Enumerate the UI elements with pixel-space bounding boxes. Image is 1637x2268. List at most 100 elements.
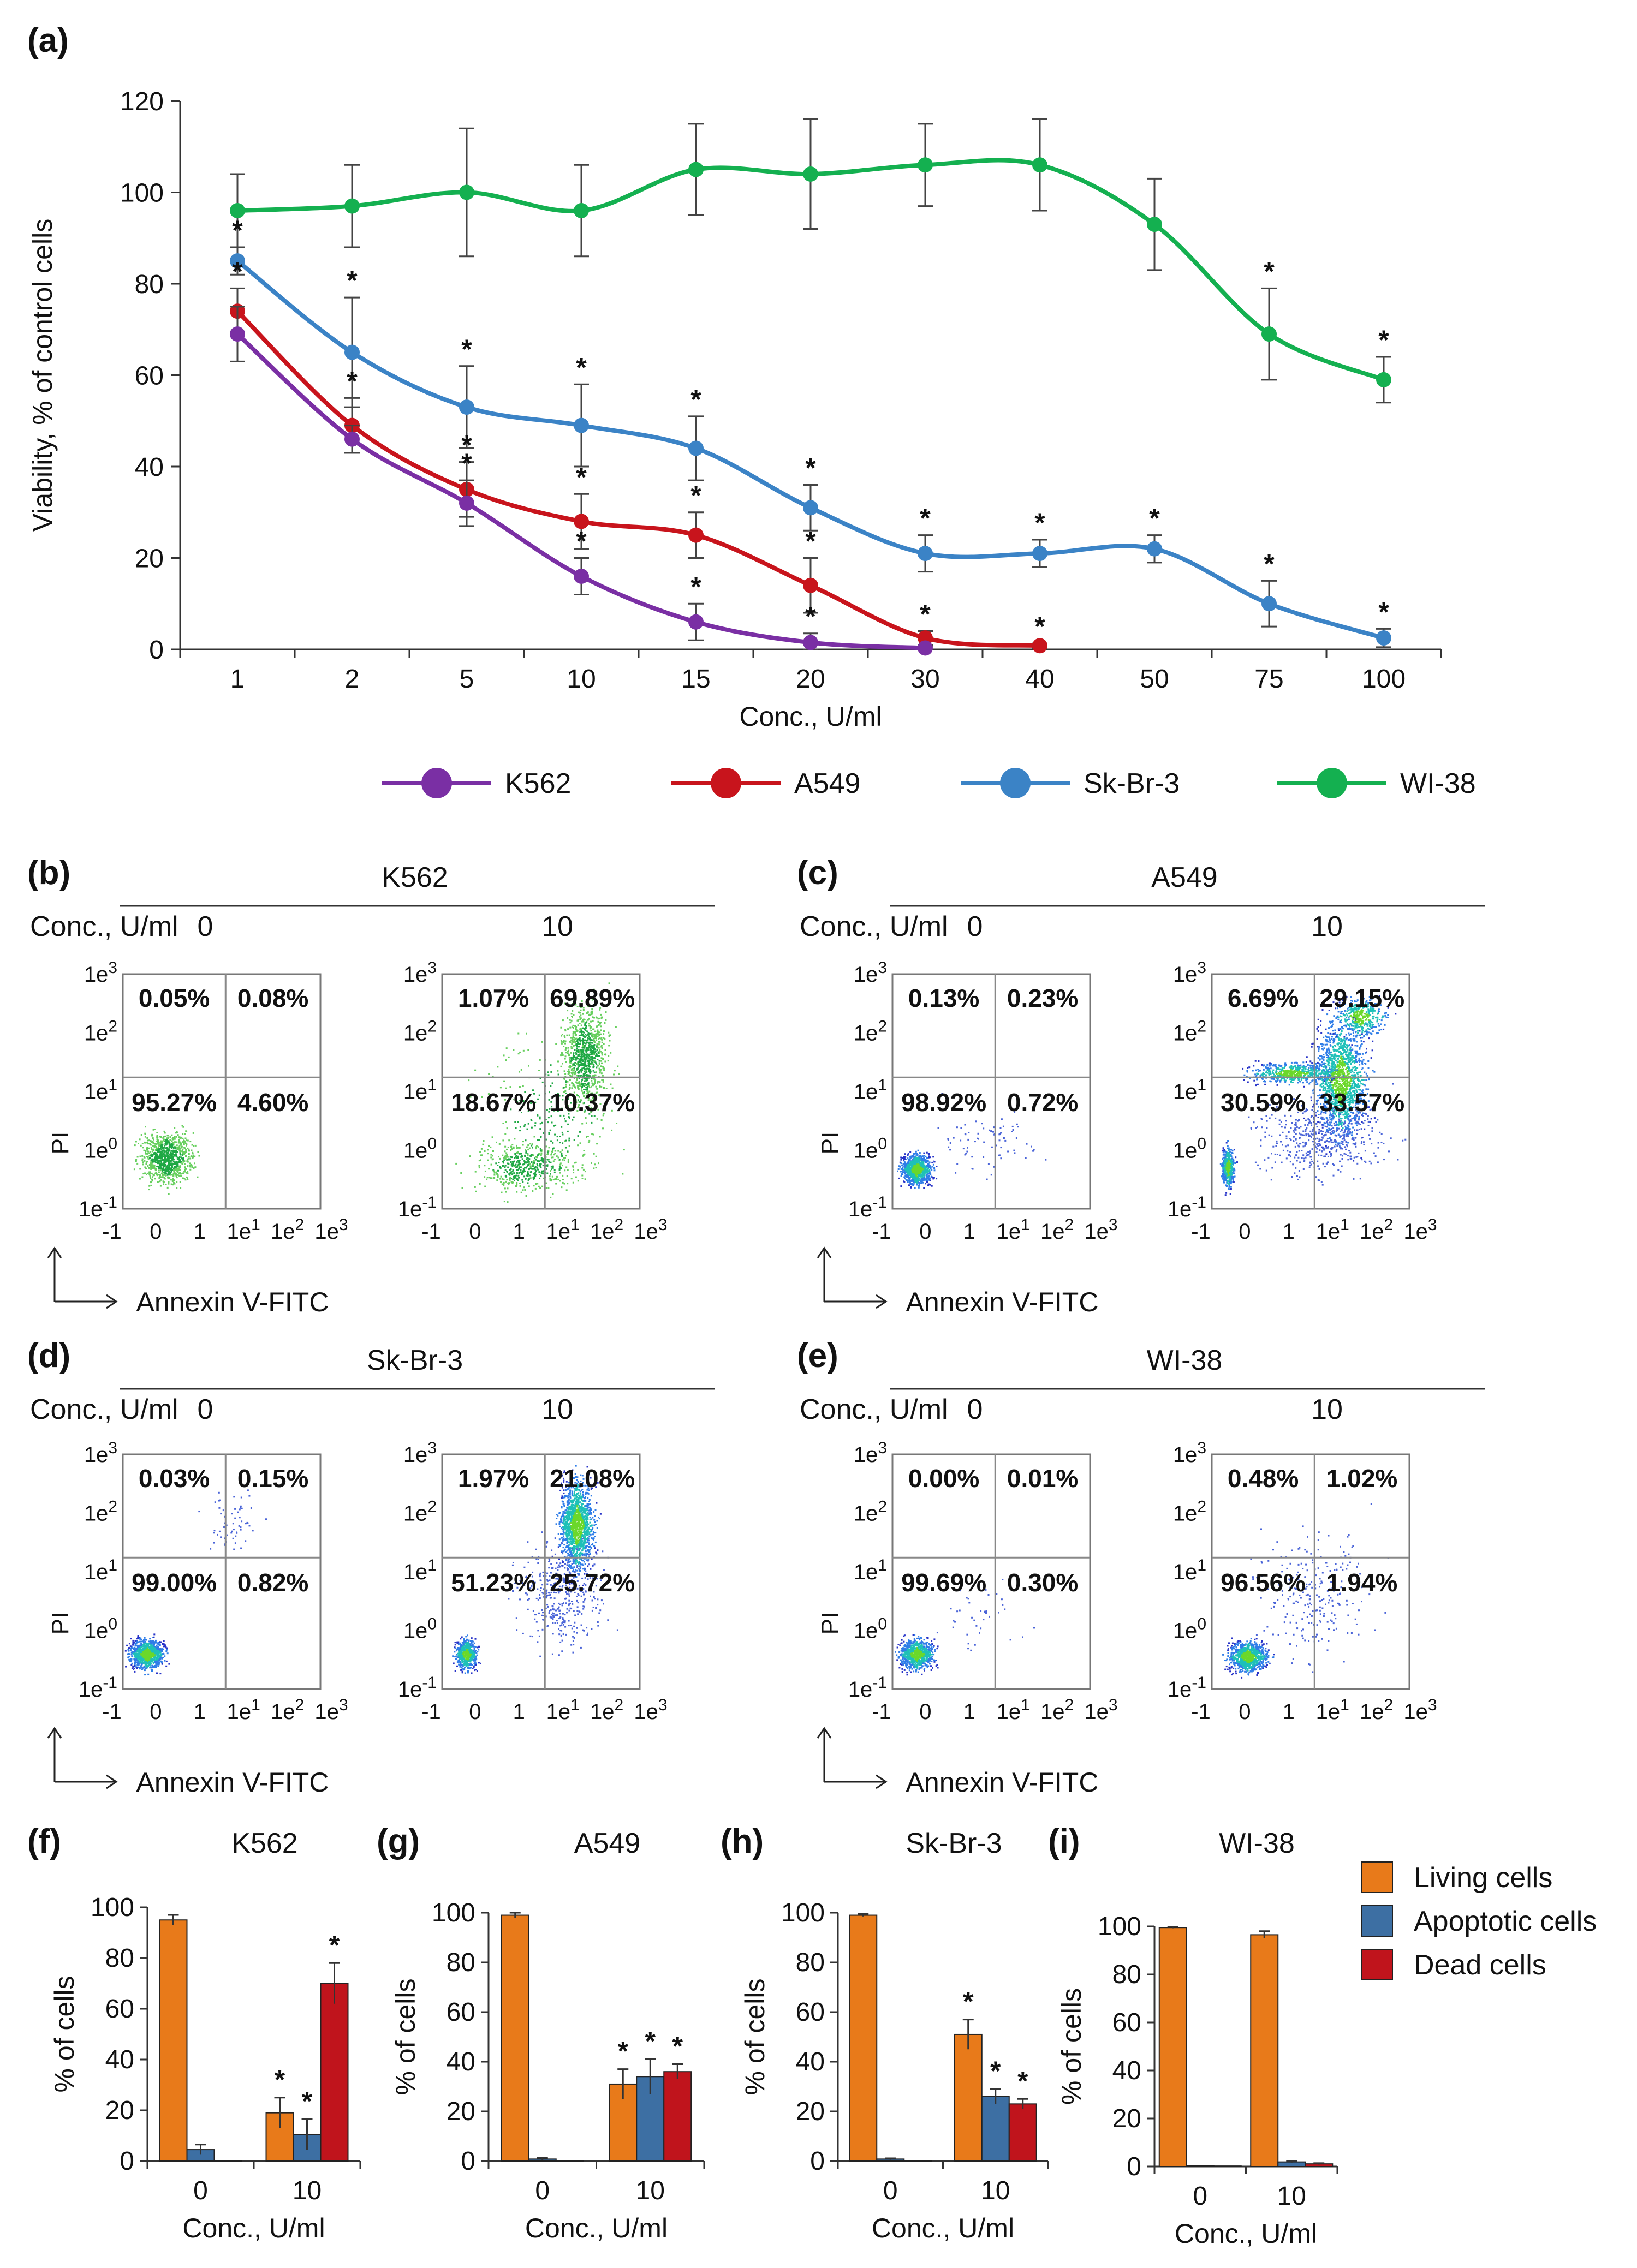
scatter-dot [1337, 1142, 1340, 1144]
scatter-dot [587, 1037, 590, 1040]
scatter-dot [174, 1138, 176, 1140]
scatter-dot [183, 1152, 186, 1154]
scatter-dot [519, 1183, 521, 1184]
scatter-dot [927, 1175, 930, 1178]
scatter-dot [176, 1168, 178, 1170]
scatter-dot [1367, 1093, 1368, 1095]
scatter-dot [596, 1045, 598, 1047]
scatter-dot [1227, 1147, 1229, 1149]
scatter-dot [1326, 1090, 1328, 1093]
scatter-dot [932, 1163, 934, 1166]
scatter-dot [152, 1154, 154, 1156]
scatter-dot [157, 1162, 159, 1165]
scatter-dot [567, 1123, 569, 1125]
scatter-dot [573, 1139, 575, 1141]
scatter-dot [616, 1123, 618, 1124]
scatter-dot [912, 1184, 914, 1186]
scatter-dot [594, 1030, 597, 1032]
scatter-dot [566, 1175, 568, 1177]
scatter-dot [591, 1063, 593, 1065]
scatter-dot [1331, 1102, 1333, 1104]
scatter-dot [139, 1138, 141, 1141]
scatter-dot [577, 1095, 579, 1097]
scatter-dot [565, 1061, 567, 1063]
scatter-dot [586, 1064, 588, 1066]
scatter-dot [1228, 1183, 1230, 1185]
y-tick-label-a: 100 [120, 179, 164, 208]
scatter-dot [1230, 1157, 1233, 1160]
scatter-dot [164, 1154, 165, 1156]
scatter-dot [589, 1109, 591, 1111]
scatter-dot [478, 1165, 480, 1167]
scatter-dot [593, 1153, 595, 1155]
scatter-dot [1224, 1179, 1227, 1181]
scatter-dot [582, 1091, 584, 1094]
scatter-dot [1331, 1023, 1334, 1025]
scatter-dot [149, 1174, 151, 1177]
scatter-dot [534, 1122, 537, 1124]
scatter-dot [169, 1139, 171, 1141]
scatter-dot [578, 1065, 580, 1067]
scatter-dot [525, 1195, 527, 1197]
scatter-dot [1230, 1174, 1232, 1176]
scatter-dot [1360, 1157, 1362, 1159]
scatter-dot [522, 1141, 524, 1143]
scatter-dot [1303, 1117, 1305, 1119]
scatter-dot [515, 1127, 517, 1129]
scatter-dot [913, 1183, 915, 1185]
scatter-dot [916, 1181, 918, 1183]
scatter-dot [568, 1139, 570, 1142]
scatter-dot [525, 1167, 527, 1169]
scatter-dot [903, 1159, 905, 1161]
scatter-dot [574, 1162, 576, 1164]
scatter-dot [1330, 1117, 1332, 1119]
scatter-dot [581, 1048, 583, 1051]
scatter-dot [1352, 1098, 1354, 1100]
scatter-dot [564, 1029, 567, 1031]
scatter-dot [590, 1026, 592, 1029]
scatter-dot [505, 1156, 508, 1158]
scatter-dot [569, 1087, 571, 1089]
scatter-dot [905, 1179, 907, 1180]
scatter-dot [176, 1181, 178, 1183]
scatter-dot [602, 1127, 604, 1130]
scatter-dot [923, 1157, 925, 1159]
scatter-dot [595, 1071, 597, 1073]
scatter-dot [593, 1040, 596, 1042]
scatter-dot [531, 1143, 533, 1145]
scatter-dot [909, 1183, 912, 1185]
scatter-dot [1318, 1129, 1320, 1131]
scatter-dot [1359, 1053, 1361, 1055]
scatter-dot [164, 1135, 166, 1137]
scatter-dot [517, 1121, 519, 1123]
scatter-dot [178, 1136, 180, 1138]
scatter-dot [1228, 1160, 1230, 1162]
scatter-dot [502, 1178, 504, 1180]
scatter-dot [578, 1061, 580, 1063]
scatter-dot [585, 1069, 587, 1071]
scatter-dot [584, 1036, 586, 1038]
scatter-dot [169, 1136, 171, 1138]
scatter-dot [568, 1034, 570, 1036]
scatter-dot [1007, 1150, 1009, 1153]
scatter-dot [592, 1064, 594, 1066]
scatter-dot [168, 1170, 170, 1172]
scatter-dot [562, 1179, 564, 1180]
scatter-dot [593, 1017, 595, 1019]
scatter-dot [593, 1078, 595, 1080]
scatter-dot [584, 1064, 586, 1066]
scatter-dot [1224, 1161, 1227, 1163]
scatter-dot [147, 1158, 150, 1160]
scatter-dot [150, 1181, 152, 1184]
scatter-dot [552, 1147, 555, 1149]
scatter-dot [568, 1069, 570, 1071]
scatter-dot [576, 1057, 578, 1059]
scatter-dot [501, 1191, 503, 1193]
scatter-dot [608, 1055, 610, 1057]
scatter-dot [1342, 1095, 1344, 1097]
scatter-dot [537, 1114, 539, 1116]
scatter-dot [578, 1063, 580, 1065]
scatter-dot [594, 1082, 596, 1084]
scatter-dot [197, 1151, 199, 1153]
scatter-dot [588, 1025, 590, 1027]
